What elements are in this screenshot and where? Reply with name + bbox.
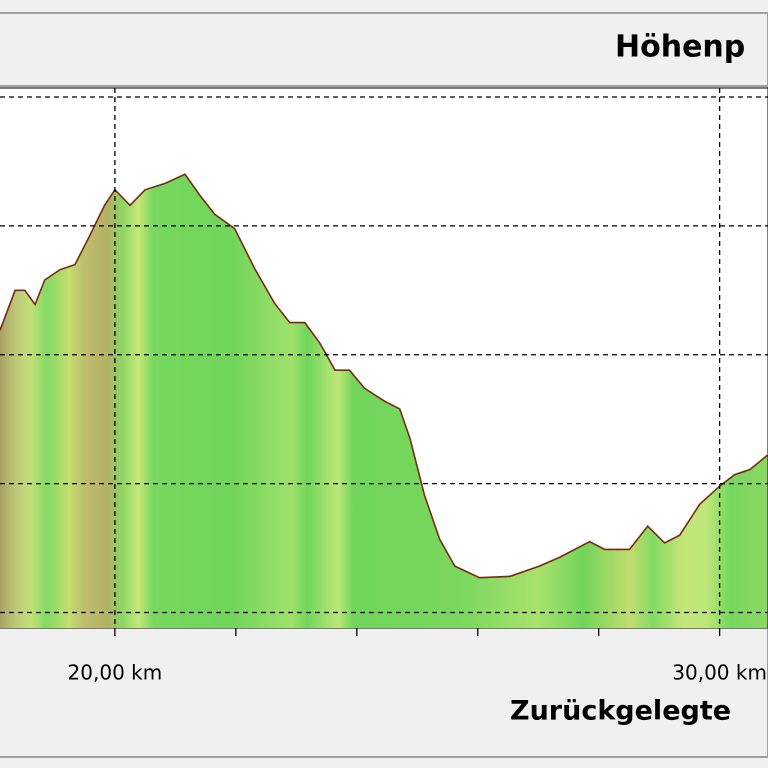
x-tick-label: 30,00 km — [672, 661, 767, 685]
x-tick-label: 20,00 km — [68, 661, 163, 685]
plot — [0, 173, 768, 629]
profile-line — [0, 173, 768, 579]
x-axis-title: Zurückgelegte — [510, 696, 731, 727]
chart-title: Höhenp — [615, 30, 745, 65]
